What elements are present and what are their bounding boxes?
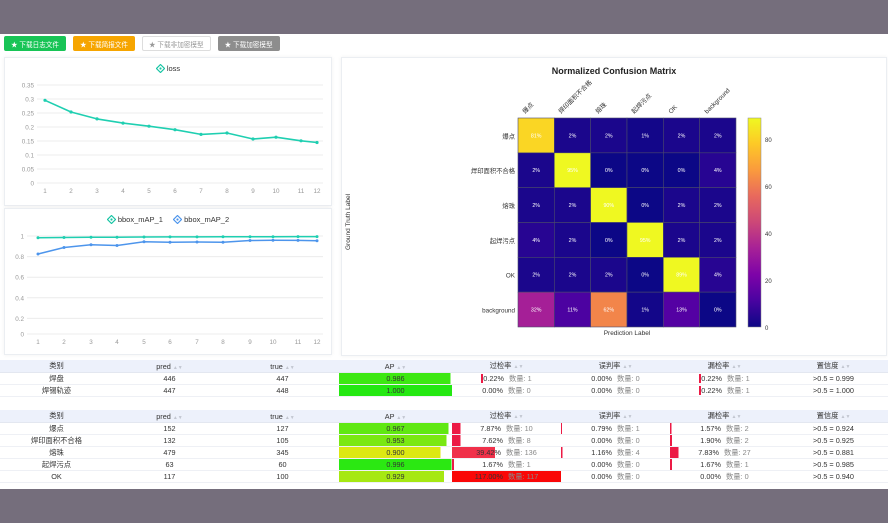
svg-text:6: 6	[168, 339, 172, 346]
svg-text:0%: 0%	[714, 308, 722, 314]
svg-text:5: 5	[147, 188, 151, 195]
svg-text:1: 1	[20, 234, 24, 241]
svg-text:3: 3	[95, 188, 99, 195]
svg-text:4%: 4%	[714, 273, 722, 279]
svg-text:0.2: 0.2	[25, 125, 34, 132]
svg-text:10: 10	[269, 339, 277, 346]
svg-text:7: 7	[195, 339, 199, 346]
svg-text:焊印面积不合格: 焊印面积不合格	[471, 166, 516, 175]
svg-text:2%: 2%	[714, 238, 722, 244]
svg-text:3: 3	[89, 339, 93, 346]
svg-text:0.35: 0.35	[22, 83, 35, 90]
svg-text:0.15: 0.15	[22, 139, 35, 146]
svg-text:0.05: 0.05	[22, 167, 35, 174]
svg-text:4%: 4%	[532, 238, 540, 244]
svg-text:2%: 2%	[678, 238, 686, 244]
svg-text:0.4: 0.4	[15, 295, 24, 302]
svg-text:11: 11	[298, 188, 305, 195]
svg-text:0.3: 0.3	[25, 97, 34, 104]
svg-text:9: 9	[248, 339, 252, 346]
svg-text:80: 80	[765, 138, 772, 144]
svg-text:2%: 2%	[532, 168, 540, 174]
svg-text:1: 1	[43, 188, 47, 195]
svg-text:10: 10	[272, 188, 280, 195]
svg-text:2%: 2%	[569, 133, 577, 139]
svg-text:2%: 2%	[532, 273, 540, 279]
svg-text:60: 60	[765, 185, 772, 191]
svg-text:2%: 2%	[532, 203, 540, 209]
svg-text:2%: 2%	[678, 203, 686, 209]
svg-text:2%: 2%	[569, 203, 577, 209]
svg-text:0.25: 0.25	[22, 111, 35, 118]
svg-text:4: 4	[115, 339, 119, 346]
svg-text:焊印面积不合格: 焊印面积不合格	[556, 77, 594, 115]
svg-text:2%: 2%	[678, 133, 686, 139]
svg-text:62%: 62%	[603, 308, 614, 314]
svg-text:40: 40	[765, 232, 772, 238]
svg-text:4%: 4%	[714, 168, 722, 174]
svg-text:2: 2	[62, 339, 66, 346]
svg-text:OK: OK	[667, 103, 679, 115]
svg-text:1: 1	[36, 339, 40, 346]
svg-text:13%: 13%	[676, 308, 687, 314]
svg-text:Ground Truth Label: Ground Truth Label	[345, 193, 352, 250]
svg-text:0%: 0%	[641, 273, 649, 279]
svg-text:1%: 1%	[641, 308, 649, 314]
svg-text:起焊污点: 起焊污点	[490, 236, 515, 245]
svg-text:Prediction Label: Prediction Label	[604, 330, 651, 337]
svg-text:0.6: 0.6	[15, 275, 24, 282]
svg-text:0: 0	[765, 326, 769, 332]
svg-text:0: 0	[20, 332, 24, 339]
svg-text:11%: 11%	[567, 308, 577, 314]
svg-text:2%: 2%	[605, 273, 613, 279]
svg-text:95%: 95%	[567, 168, 578, 174]
svg-text:2: 2	[69, 188, 73, 195]
svg-text:8: 8	[225, 188, 229, 195]
svg-text:7: 7	[199, 188, 203, 195]
svg-text:89%: 89%	[676, 273, 687, 279]
svg-text:爆点: 爆点	[502, 131, 515, 140]
svg-text:90%: 90%	[603, 203, 614, 209]
svg-text:0%: 0%	[605, 238, 613, 244]
svg-text:20: 20	[765, 279, 772, 285]
svg-text:background: background	[482, 308, 515, 315]
svg-text:6: 6	[173, 188, 177, 195]
svg-text:32%: 32%	[531, 308, 542, 314]
svg-text:0%: 0%	[641, 168, 649, 174]
svg-text:0.8: 0.8	[15, 254, 24, 261]
svg-text:12: 12	[313, 188, 321, 195]
svg-text:1%: 1%	[641, 133, 649, 139]
svg-text:2%: 2%	[569, 273, 577, 279]
svg-text:4: 4	[121, 188, 125, 195]
svg-text:8: 8	[221, 339, 225, 346]
svg-text:0%: 0%	[678, 168, 686, 174]
svg-text:0.1: 0.1	[25, 153, 34, 160]
svg-text:0: 0	[30, 181, 34, 188]
svg-text:0%: 0%	[641, 203, 649, 209]
svg-text:0.2: 0.2	[15, 316, 24, 323]
svg-text:9: 9	[251, 188, 255, 195]
svg-text:起焊污点: 起焊污点	[629, 91, 653, 115]
svg-text:11: 11	[295, 339, 302, 346]
svg-text:爆点: 爆点	[520, 100, 535, 115]
svg-text:12: 12	[313, 339, 321, 346]
svg-text:熔珠: 熔珠	[502, 201, 515, 210]
svg-text:OK: OK	[506, 273, 516, 280]
svg-text:2%: 2%	[569, 238, 577, 244]
svg-text:81%: 81%	[531, 133, 542, 139]
svg-text:95%: 95%	[640, 238, 651, 244]
svg-text:2%: 2%	[605, 133, 613, 139]
svg-text:0%: 0%	[605, 168, 613, 174]
svg-text:background: background	[703, 87, 732, 116]
svg-text:2%: 2%	[714, 203, 722, 209]
svg-text:5: 5	[142, 339, 146, 346]
svg-text:2%: 2%	[714, 133, 722, 139]
svg-text:熔珠: 熔珠	[593, 100, 609, 116]
